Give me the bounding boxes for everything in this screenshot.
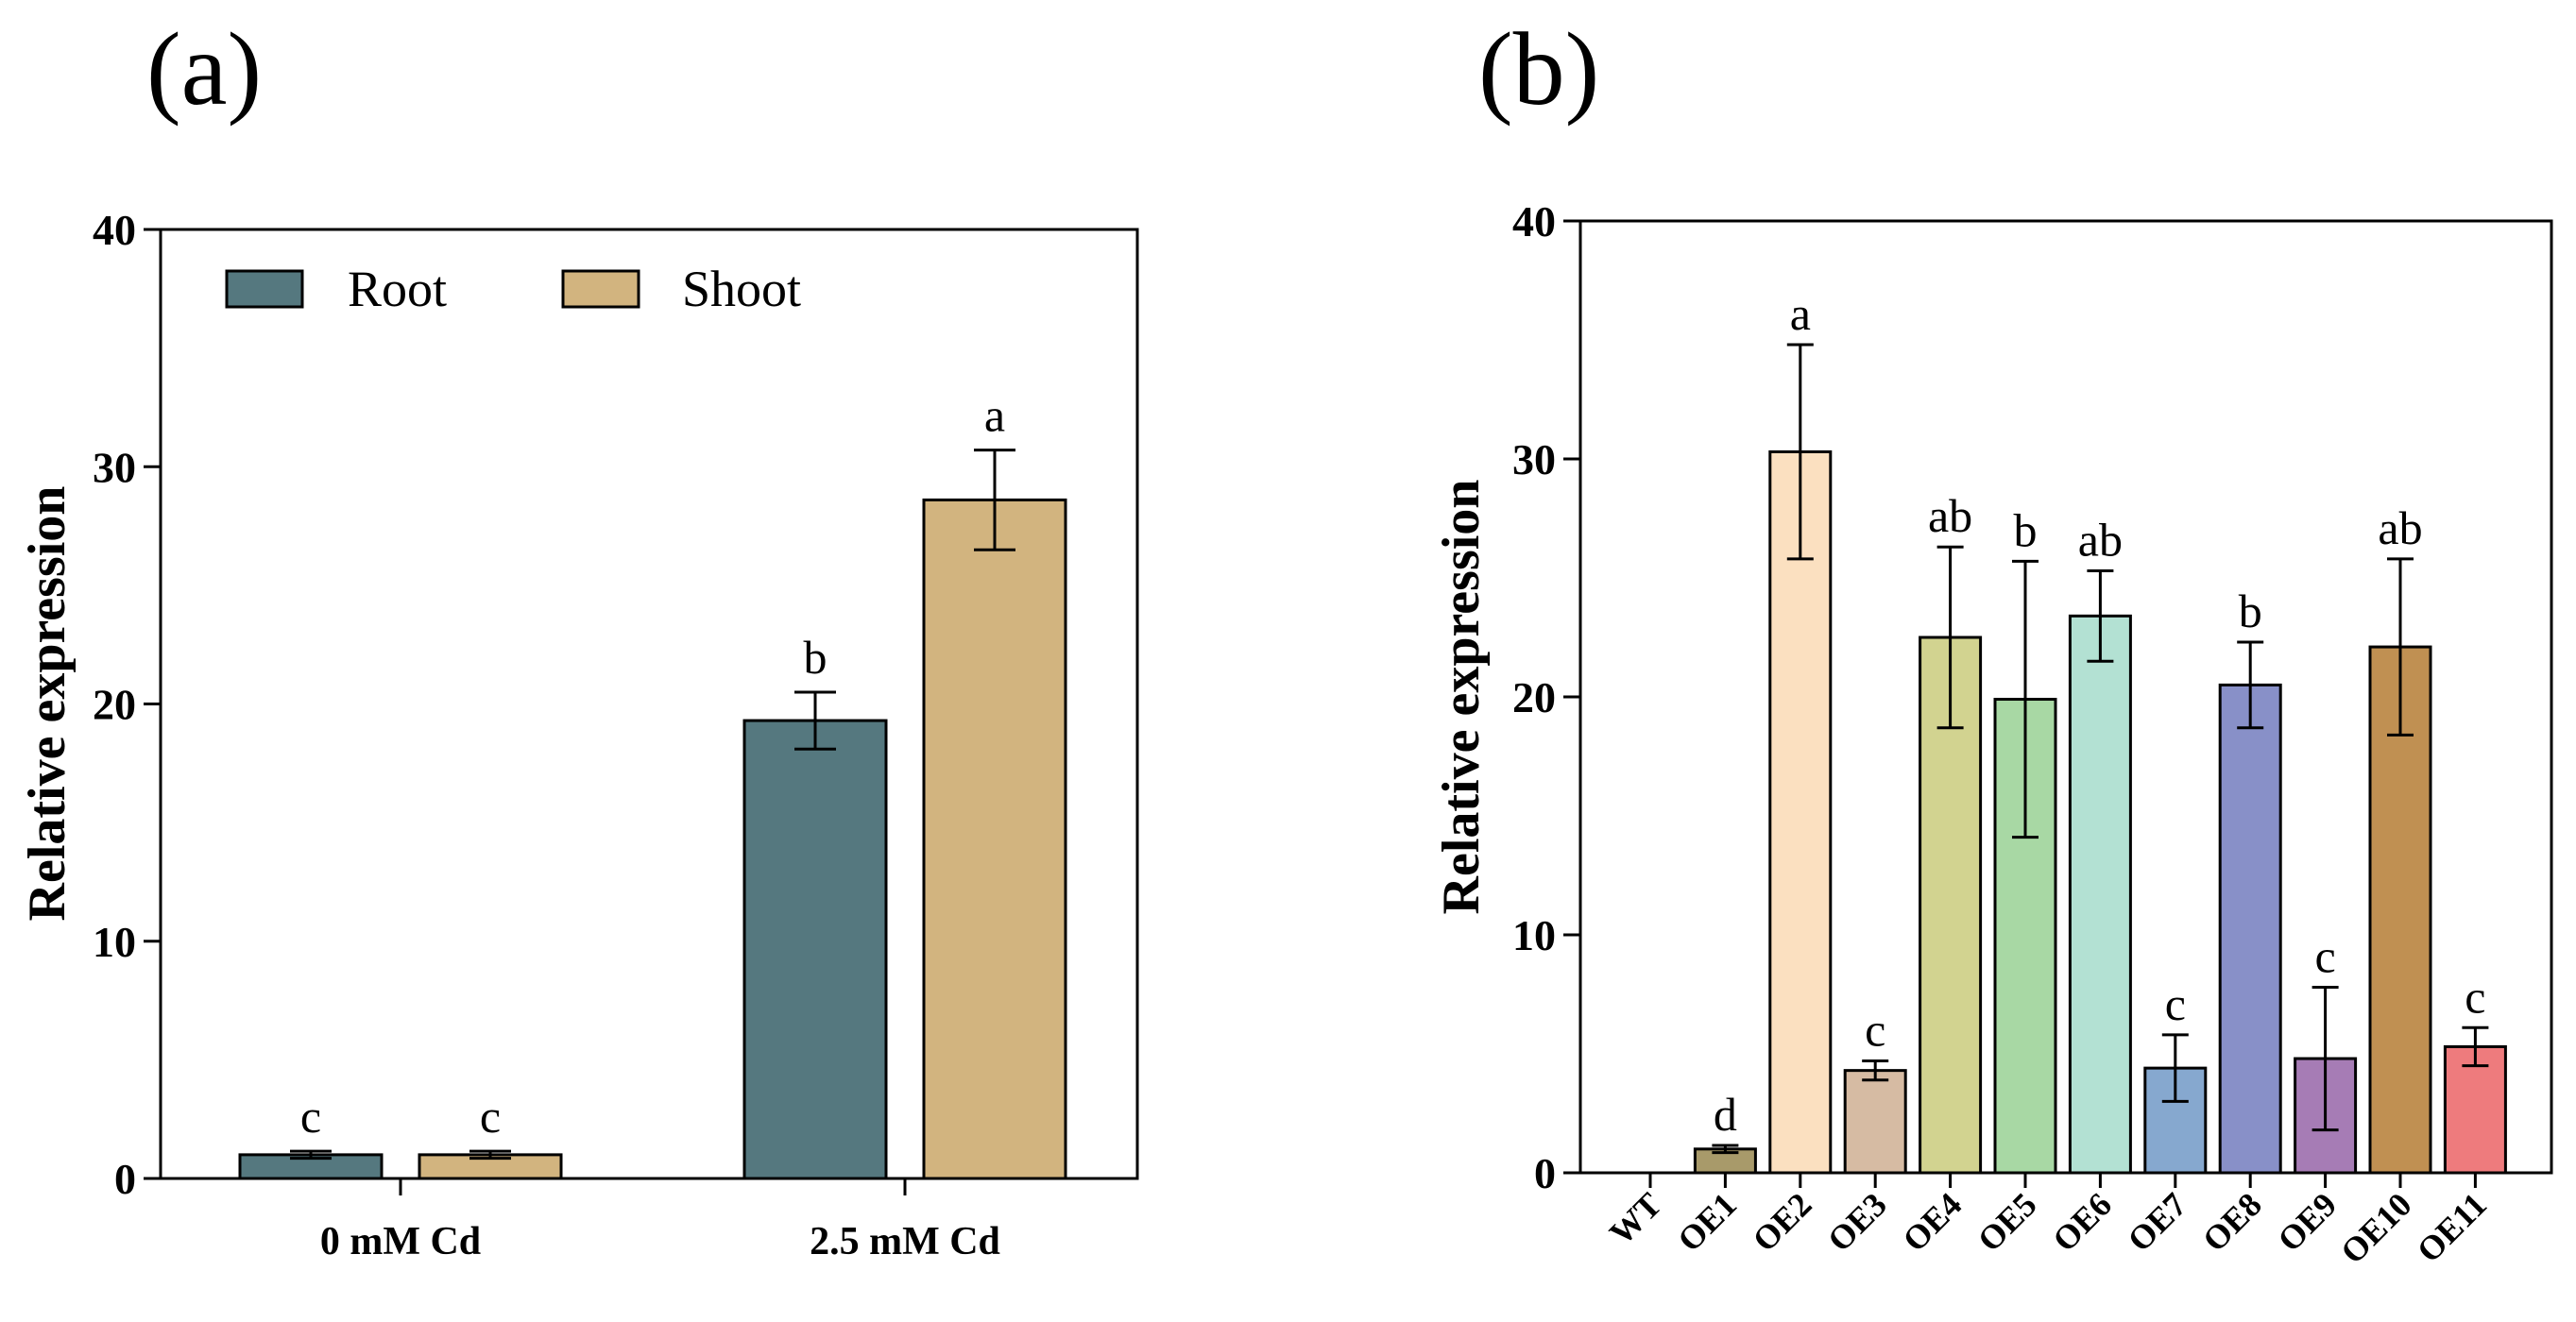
panel-a-x-labels: 0 mM Cd 2.5 mM Cd: [320, 1178, 1000, 1263]
x-tick-label: OE3: [1820, 1185, 1894, 1259]
significance-label: d: [1714, 1088, 1737, 1141]
x-tick-label: OE5: [1970, 1185, 2044, 1259]
bar-shoot-1: [922, 498, 1067, 1180]
x-tick-label: WT: [1602, 1185, 1669, 1252]
panel-a-y-axis-title: Relative expression: [18, 486, 77, 922]
significance-label: ab: [2078, 513, 2123, 566]
legend-swatch-root: [225, 269, 304, 309]
significance-label: b: [2239, 585, 2262, 637]
x-tick-label: OE11: [2410, 1185, 2494, 1269]
bar-oe6: [2068, 614, 2132, 1175]
significance-label: c: [2465, 970, 2485, 1023]
x-tick-label: OE6: [2045, 1185, 2119, 1259]
y-tick-label: 40: [1512, 197, 1556, 246]
legend-label-shoot: Shoot: [682, 261, 801, 317]
panel-a-bars: c c b a: [238, 389, 1067, 1180]
y-tick-label: 10: [93, 918, 136, 966]
panel-a-y-ticks: 0 10 20 30 40: [93, 206, 161, 1203]
x-tick-label: OE9: [2270, 1185, 2344, 1259]
significance-label: a: [1790, 287, 1811, 340]
panel-a-legend: Root Shoot: [225, 261, 801, 317]
bar-root-1: [742, 719, 888, 1180]
significance-label: ab: [1928, 489, 1972, 542]
bar-oe11: [2443, 1044, 2507, 1175]
significance-label: c: [2314, 929, 2335, 982]
y-tick-label: 0: [114, 1155, 136, 1203]
y-tick-label: 30: [1512, 435, 1556, 483]
legend-swatch-shoot: [561, 269, 640, 309]
significance-label: b: [2014, 503, 2038, 556]
significance-label: b: [804, 631, 827, 684]
x-tick-label: OE7: [2121, 1185, 2194, 1259]
y-tick-label: 20: [93, 681, 136, 729]
bar-oe8: [2218, 683, 2282, 1175]
panel-b-y-axis-title: Relative expression: [1432, 480, 1491, 915]
y-tick-label: 0: [1534, 1149, 1556, 1197]
x-tick-label: OE10: [2333, 1185, 2419, 1271]
bar-oe3: [1843, 1069, 1907, 1175]
panel-a: (a) Relative expression 0 10 20 30 40 c c b a 0…: [18, 11, 1139, 1263]
x-tick-label: 2.5 mM Cd: [810, 1220, 1000, 1263]
significance-label: c: [2165, 977, 2186, 1030]
significance-label: c: [300, 1090, 321, 1143]
significance-label: c: [480, 1090, 501, 1143]
x-tick-label: OE4: [1895, 1185, 1969, 1259]
x-tick-label: OE1: [1670, 1185, 1744, 1259]
y-tick-label: 20: [1512, 673, 1556, 721]
y-tick-label: 10: [1512, 911, 1556, 959]
x-tick-label: 0 mM Cd: [320, 1220, 481, 1263]
x-tick-label: OE8: [2195, 1185, 2269, 1259]
significance-label: c: [1865, 1004, 1885, 1057]
x-tick-label: OE2: [1746, 1185, 1819, 1259]
panel-a-label: (a): [146, 11, 262, 127]
significance-label: a: [984, 389, 1005, 442]
y-tick-label: 30: [93, 443, 136, 491]
y-tick-label: 40: [93, 206, 136, 254]
panel-b-label: (b): [1478, 11, 1599, 127]
significance-label: ab: [2378, 501, 2422, 554]
panel-b-y-ticks: 0 10 20 30 40: [1512, 197, 1580, 1197]
legend-label-root: Root: [348, 261, 447, 317]
